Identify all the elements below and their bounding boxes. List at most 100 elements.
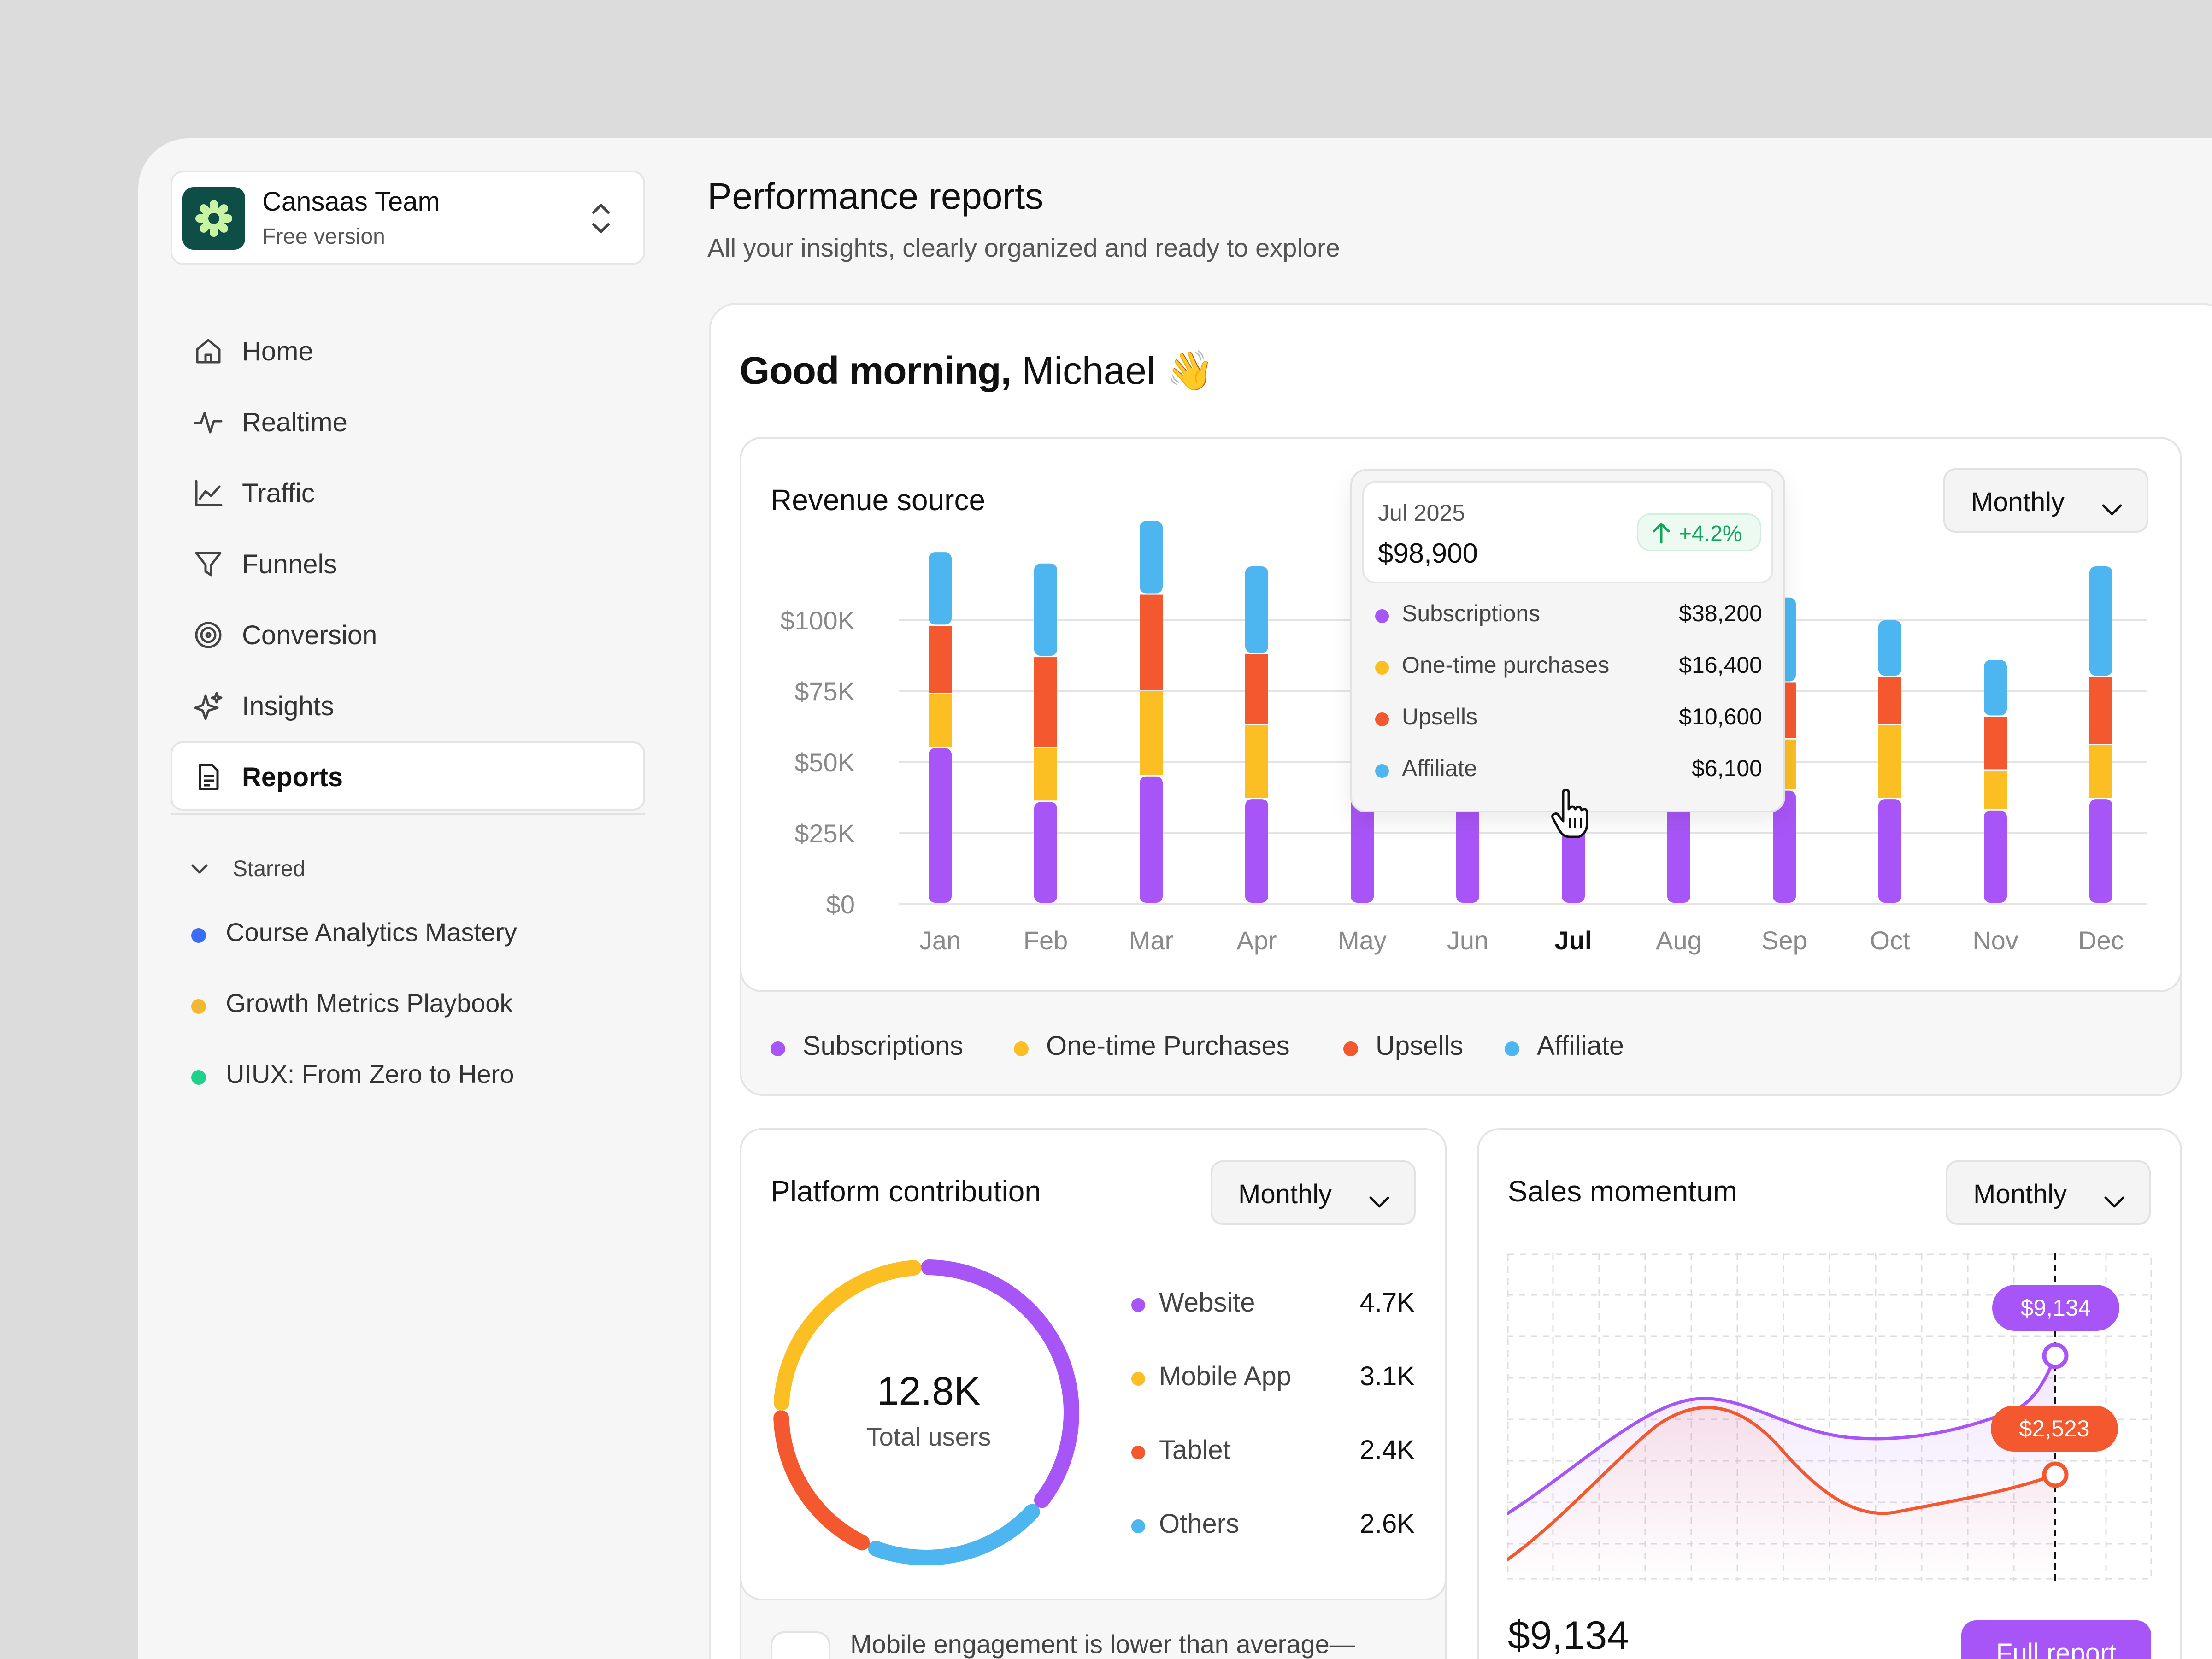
x-tick-label: Mar [1129,926,1173,955]
bar-segment-one-time-purchases[interactable] [1878,725,1901,798]
revenue-title: Revenue source [771,483,986,517]
tooltip-header: Jul 2025 $98,900 +4.2% [1362,481,1773,583]
bar-segment-upsells[interactable] [2089,677,2112,744]
donut-segment-mobile-app[interactable] [773,1260,922,1411]
page-subtitle: All your insights, clearly organized and… [707,233,1340,262]
nav-reports[interactable]: Reports [171,741,645,811]
nav-realtime[interactable]: Realtime [171,387,645,456]
legend-label: Upsells [1376,1031,1464,1061]
platform-donut [773,1259,1079,1565]
tooltip-row: One-time purchases $16,400 [1375,652,1762,684]
sales-line-chart [1507,1253,2152,1581]
donut-segment-tablet[interactable] [773,1410,870,1551]
page-title: Performance reports [707,176,1044,217]
y-tick-label: $100K [780,606,855,635]
donut-segment-website[interactable] [921,1259,1079,1508]
platform-dot [1131,1298,1145,1312]
nav-home[interactable]: Home [171,316,645,385]
x-tick-label: Jul [1555,926,1592,955]
tooltip-total: $98,900 [1378,538,1478,569]
bar-segment-upsells[interactable] [1984,717,2007,770]
bar-segment-upsells[interactable] [1245,654,1268,724]
bar-segment-one-time-purchases[interactable] [1245,725,1268,798]
nav-funnels-label: Funnels [242,549,337,579]
bar-segment-affiliate[interactable] [1878,620,1901,676]
tooltip-row-name: Upsells [1402,704,1477,729]
change-badge: +4.2% [1637,513,1761,551]
nav-reports-label: Reports [242,762,343,792]
platform-row-name: Others [1159,1509,1240,1539]
platform-title: Platform contribution [771,1175,1041,1208]
platform-row-name: Mobile App [1159,1361,1291,1391]
tooltip-row: Affiliate $6,100 [1375,755,1762,787]
donut-segment-others[interactable] [868,1504,1040,1565]
nav-insights[interactable]: Insights [171,671,645,740]
line-chart-icon [194,478,223,510]
tooltip-row: Subscriptions $38,200 [1375,600,1762,632]
bar-segment-affiliate[interactable] [1034,563,1057,656]
chevron-up-down-icon[interactable] [587,198,615,241]
bar-segment-subscriptions[interactable] [1667,796,1690,903]
nav-traffic[interactable]: Traffic [171,458,645,527]
purple-point[interactable] [2042,1342,2069,1369]
legend-label: Subscriptions [803,1031,964,1061]
bar-segment-affiliate[interactable] [1984,660,2007,716]
bar-segment-subscriptions[interactable] [1456,796,1479,903]
change-value: +4.2% [1679,522,1742,546]
legend-dot [1505,1041,1519,1056]
x-tick-label: Jan [919,926,961,955]
arrow-up-icon [1653,523,1670,544]
series-dot [1375,609,1389,623]
tooltip-row: Upsells $10,600 [1375,703,1762,735]
full-report-button[interactable]: Full report [1961,1620,2151,1659]
greeting-name: Michael [1022,349,1155,392]
bar-segment-subscriptions[interactable] [1140,776,1163,903]
tooltip-row-value: $6,100 [1692,755,1762,781]
nav-funnels[interactable]: Funnels [171,529,645,598]
platform-dot [1131,1446,1145,1459]
bar-segment-subscriptions[interactable] [1984,810,2007,903]
starred-item-label: Course Analytics Mastery [226,918,517,947]
orange-line [1507,1406,2057,1562]
bar-segment-subscriptions[interactable] [2089,799,2112,903]
bar-segment-upsells[interactable] [1034,657,1057,747]
document-icon [194,762,223,794]
legend-label: Affiliate [1537,1031,1624,1061]
bar-segment-affiliate[interactable] [1245,566,1268,653]
bar-segment-subscriptions[interactable] [1351,796,1374,903]
tooltip-row-value: $10,600 [1679,704,1762,729]
bar-segment-subscriptions[interactable] [929,748,952,903]
platform-period-dropdown[interactable]: Monthly [1211,1160,1416,1225]
team-switcher[interactable]: Cansaas Team Free version [171,171,645,265]
x-tick-label: Apr [1236,926,1277,955]
bar-segment-affiliate[interactable] [2089,566,2112,676]
bar-segment-subscriptions[interactable] [1878,799,1901,903]
bar-segment-subscriptions[interactable] [1245,799,1268,903]
y-tick-label: $50K [794,748,855,777]
bar-segment-one-time-purchases[interactable] [1034,748,1057,801]
bar-segment-one-time-purchases[interactable] [1984,771,2007,809]
tooltip-row-name: One-time purchases [1402,652,1610,678]
bar-segment-upsells[interactable] [1140,594,1163,690]
x-tick-label: Dec [2078,926,2124,955]
sales-title: Sales momentum [1508,1175,1737,1208]
bar-segment-one-time-purchases[interactable] [2089,745,2112,798]
bar-segment-affiliate[interactable] [929,552,952,625]
bar-segment-affiliate[interactable] [1140,521,1163,594]
orange-point[interactable] [2042,1461,2069,1488]
bar-segment-one-time-purchases[interactable] [929,694,952,747]
sales-period-dropdown[interactable]: Monthly [1946,1160,2151,1225]
bar-segment-one-time-purchases[interactable] [1140,691,1163,775]
team-name: Cansaas Team [262,187,440,217]
team-plan: Free version [262,224,385,249]
bar-segment-upsells[interactable] [929,626,952,693]
greeting: Good morning, Michael 👋 [740,348,1214,394]
nav-conversion[interactable]: Conversion [171,600,645,669]
bar-segment-subscriptions[interactable] [1773,790,1796,903]
revenue-period-dropdown[interactable]: Monthly [1943,468,2148,533]
platform-dot [1131,1519,1145,1533]
nav-realtime-label: Realtime [242,407,347,437]
bar-segment-subscriptions[interactable] [1034,802,1057,903]
bar-segment-upsells[interactable] [1878,677,1901,724]
series-dot [1375,661,1389,675]
